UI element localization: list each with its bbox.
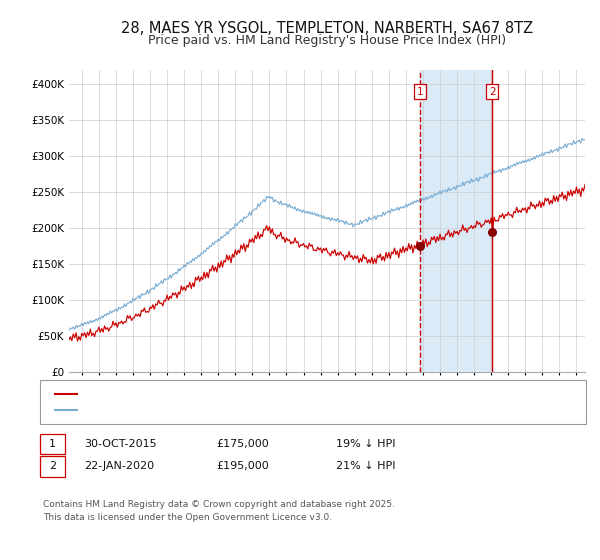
Text: 21% ↓ HPI: 21% ↓ HPI xyxy=(336,461,395,471)
Text: £175,000: £175,000 xyxy=(216,438,269,449)
Text: 19% ↓ HPI: 19% ↓ HPI xyxy=(336,438,395,449)
Text: HPI: Average price, detached house, Pembrokeshire: HPI: Average price, detached house, Pemb… xyxy=(84,405,373,416)
Text: 1: 1 xyxy=(417,87,424,97)
Text: 22-JAN-2020: 22-JAN-2020 xyxy=(84,461,154,471)
Text: 2: 2 xyxy=(49,461,56,471)
Text: 30-OCT-2015: 30-OCT-2015 xyxy=(84,438,157,449)
Text: Contains HM Land Registry data © Crown copyright and database right 2025.
This d: Contains HM Land Registry data © Crown c… xyxy=(43,500,395,522)
Text: Price paid vs. HM Land Registry's House Price Index (HPI): Price paid vs. HM Land Registry's House … xyxy=(148,34,506,46)
Text: 28, MAES YR YSGOL, TEMPLETON, NARBERTH, SA67 8TZ: 28, MAES YR YSGOL, TEMPLETON, NARBERTH, … xyxy=(121,21,533,36)
Bar xyxy=(420,70,493,372)
Text: 1: 1 xyxy=(49,438,56,449)
Text: £195,000: £195,000 xyxy=(216,461,269,471)
Text: 2: 2 xyxy=(489,87,496,97)
Text: 28, MAES YR YSGOL, TEMPLETON, NARBERTH, SA67 8TZ (detached house): 28, MAES YR YSGOL, TEMPLETON, NARBERTH, … xyxy=(84,389,500,399)
